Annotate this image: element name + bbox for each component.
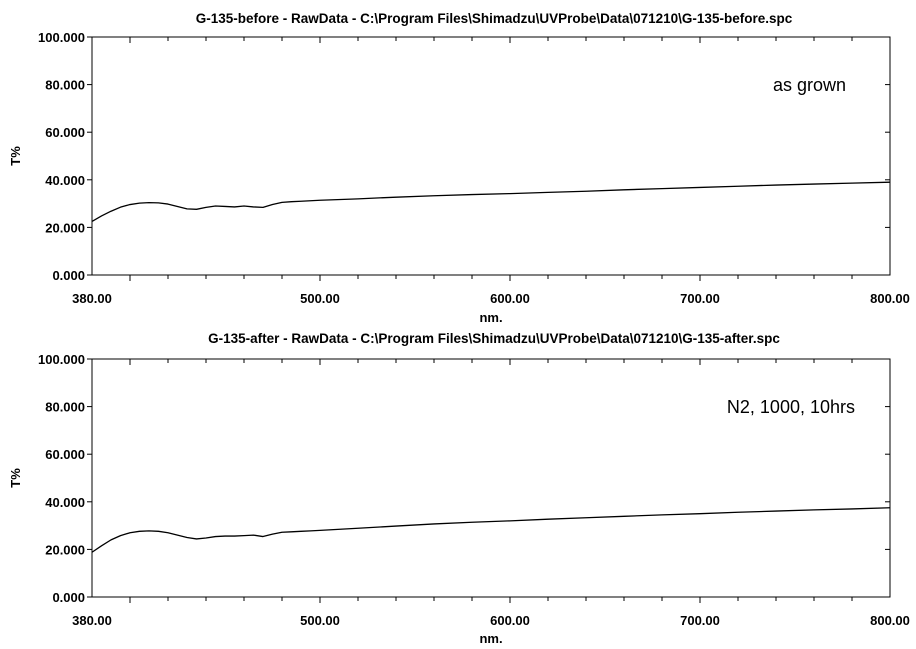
x-tick-label: 800.00 [870,291,910,306]
plot-frame [91,36,891,276]
x-axis-label: nm. [479,310,502,325]
y-tick-label: 0.000 [52,590,85,605]
y-axis-label: T% [8,146,23,166]
y-tick-label: 40.000 [45,495,85,510]
y-tick-label: 60.000 [45,447,85,462]
y-axis-label: T% [8,468,23,488]
chart-title: G-135-after - RawData - C:\Program Files… [208,331,780,346]
y-tick-label: 20.000 [45,220,85,235]
chart-2: G-135-after - RawData - C:\Program Files… [8,331,910,646]
x-tick-label: 600.00 [490,291,530,306]
x-tick-label: 800.00 [870,613,910,628]
chart-1: G-135-before - RawData - C:\Program File… [8,11,910,325]
y-tick-label: 0.000 [52,268,85,283]
series-line [91,507,891,553]
x-tick-label: 380.00 [72,291,112,306]
series-line [91,181,891,223]
chart-annotation: N2, 1000, 10hrs [727,397,855,417]
x-tick-label: 500.00 [300,291,340,306]
chart-title: G-135-before - RawData - C:\Program File… [196,11,793,26]
y-tick-label: 100.000 [38,30,85,45]
x-tick-label: 500.00 [300,613,340,628]
y-tick-label: 60.000 [45,125,85,140]
x-tick-label: 700.00 [680,291,720,306]
y-tick-label: 80.000 [45,400,85,415]
plot-frame [91,358,891,598]
x-tick-label: 600.00 [490,613,530,628]
y-tick-label: 100.000 [38,352,85,367]
chart-annotation: as grown [773,75,846,95]
y-tick-label: 20.000 [45,542,85,557]
x-tick-label: 700.00 [680,613,720,628]
y-tick-label: 80.000 [45,78,85,93]
x-tick-label: 380.00 [72,613,112,628]
y-tick-label: 40.000 [45,173,85,188]
x-axis-label: nm. [479,631,502,646]
